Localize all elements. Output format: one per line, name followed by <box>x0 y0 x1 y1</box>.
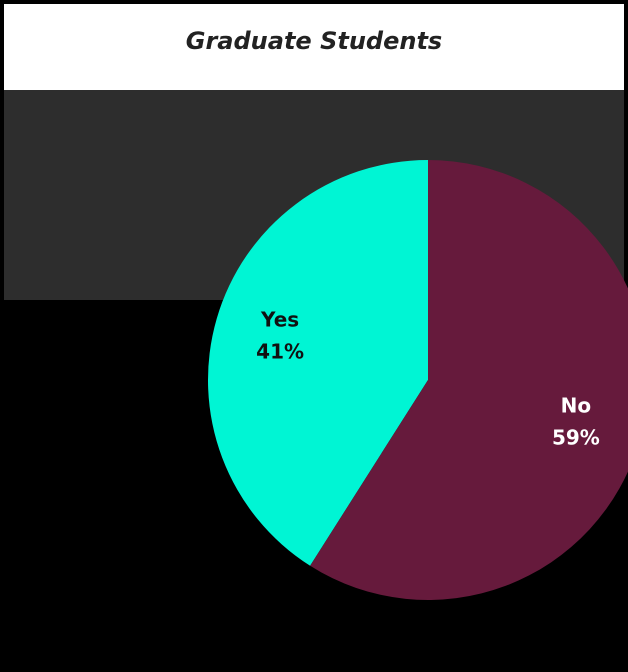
chart-title: Graduate Students <box>186 27 442 55</box>
pie-slice <box>310 160 628 600</box>
slice-value-label: 41% <box>256 340 304 364</box>
slice-label: No <box>561 393 591 417</box>
slice-value-label: 59% <box>552 425 600 449</box>
pie-slice <box>208 160 428 566</box>
slice-label: Yes <box>260 308 299 332</box>
title-area <box>4 4 624 90</box>
